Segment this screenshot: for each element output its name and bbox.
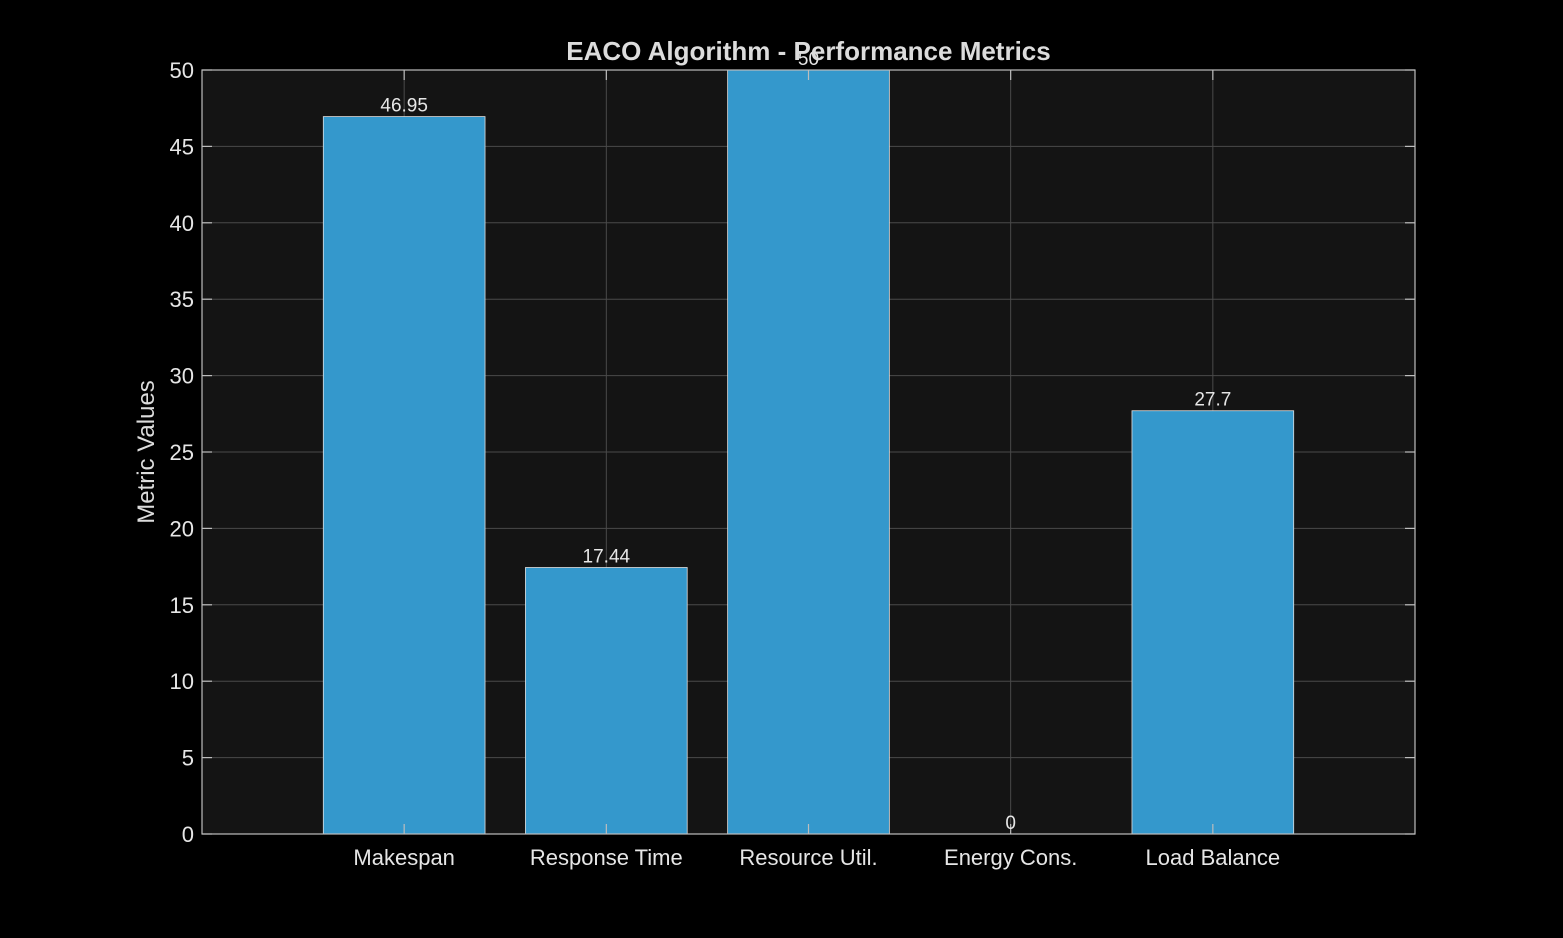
y-tick-label: 10	[170, 669, 194, 694]
y-tick-label: 30	[170, 364, 194, 389]
plot-frame	[201, 69, 1416, 835]
data-label: 0	[1005, 813, 1016, 834]
x-tick-labels: Makespan Response Time Resource Util. Energ…	[353, 845, 1280, 870]
x-tick-label: Resource Util.	[739, 845, 877, 870]
bar-resource-util	[727, 69, 890, 835]
x-tick-label: Response Time	[530, 845, 683, 870]
bar-load-balance	[1131, 410, 1295, 835]
y-tick-label: 40	[170, 211, 194, 236]
y-tick-label: 35	[170, 287, 194, 312]
y-tick-label: 5	[182, 746, 194, 771]
y-axis-label: Metric Values	[133, 380, 160, 524]
y-tick-labels: 0 5 10 15 20 25 30 35 40 45 50	[170, 58, 194, 847]
y-tick-label: 25	[170, 440, 194, 465]
y-tick-label: 50	[170, 58, 194, 83]
bar-makespan	[322, 116, 486, 835]
y-tick-label: 45	[170, 134, 194, 159]
data-label: 17.44	[583, 547, 631, 568]
data-label: 46.95	[380, 96, 428, 117]
x-tick-label: Energy Cons.	[944, 845, 1077, 870]
bars	[322, 69, 1295, 835]
y-tick-label: 0	[182, 822, 194, 847]
x-tick-label: Makespan	[353, 845, 455, 870]
y-tick-label: 15	[170, 593, 194, 618]
data-label: 50	[798, 49, 819, 70]
data-label: 27.7	[1194, 390, 1231, 411]
x-tick-label: Load Balance	[1146, 845, 1281, 870]
data-labels: 46.95 17.44 50 0 27.7	[380, 49, 1231, 834]
chart-title: EACO Algorithm - Performance Metrics	[566, 36, 1050, 66]
bar-response-time	[525, 567, 688, 835]
y-tick-label: 20	[170, 516, 194, 541]
